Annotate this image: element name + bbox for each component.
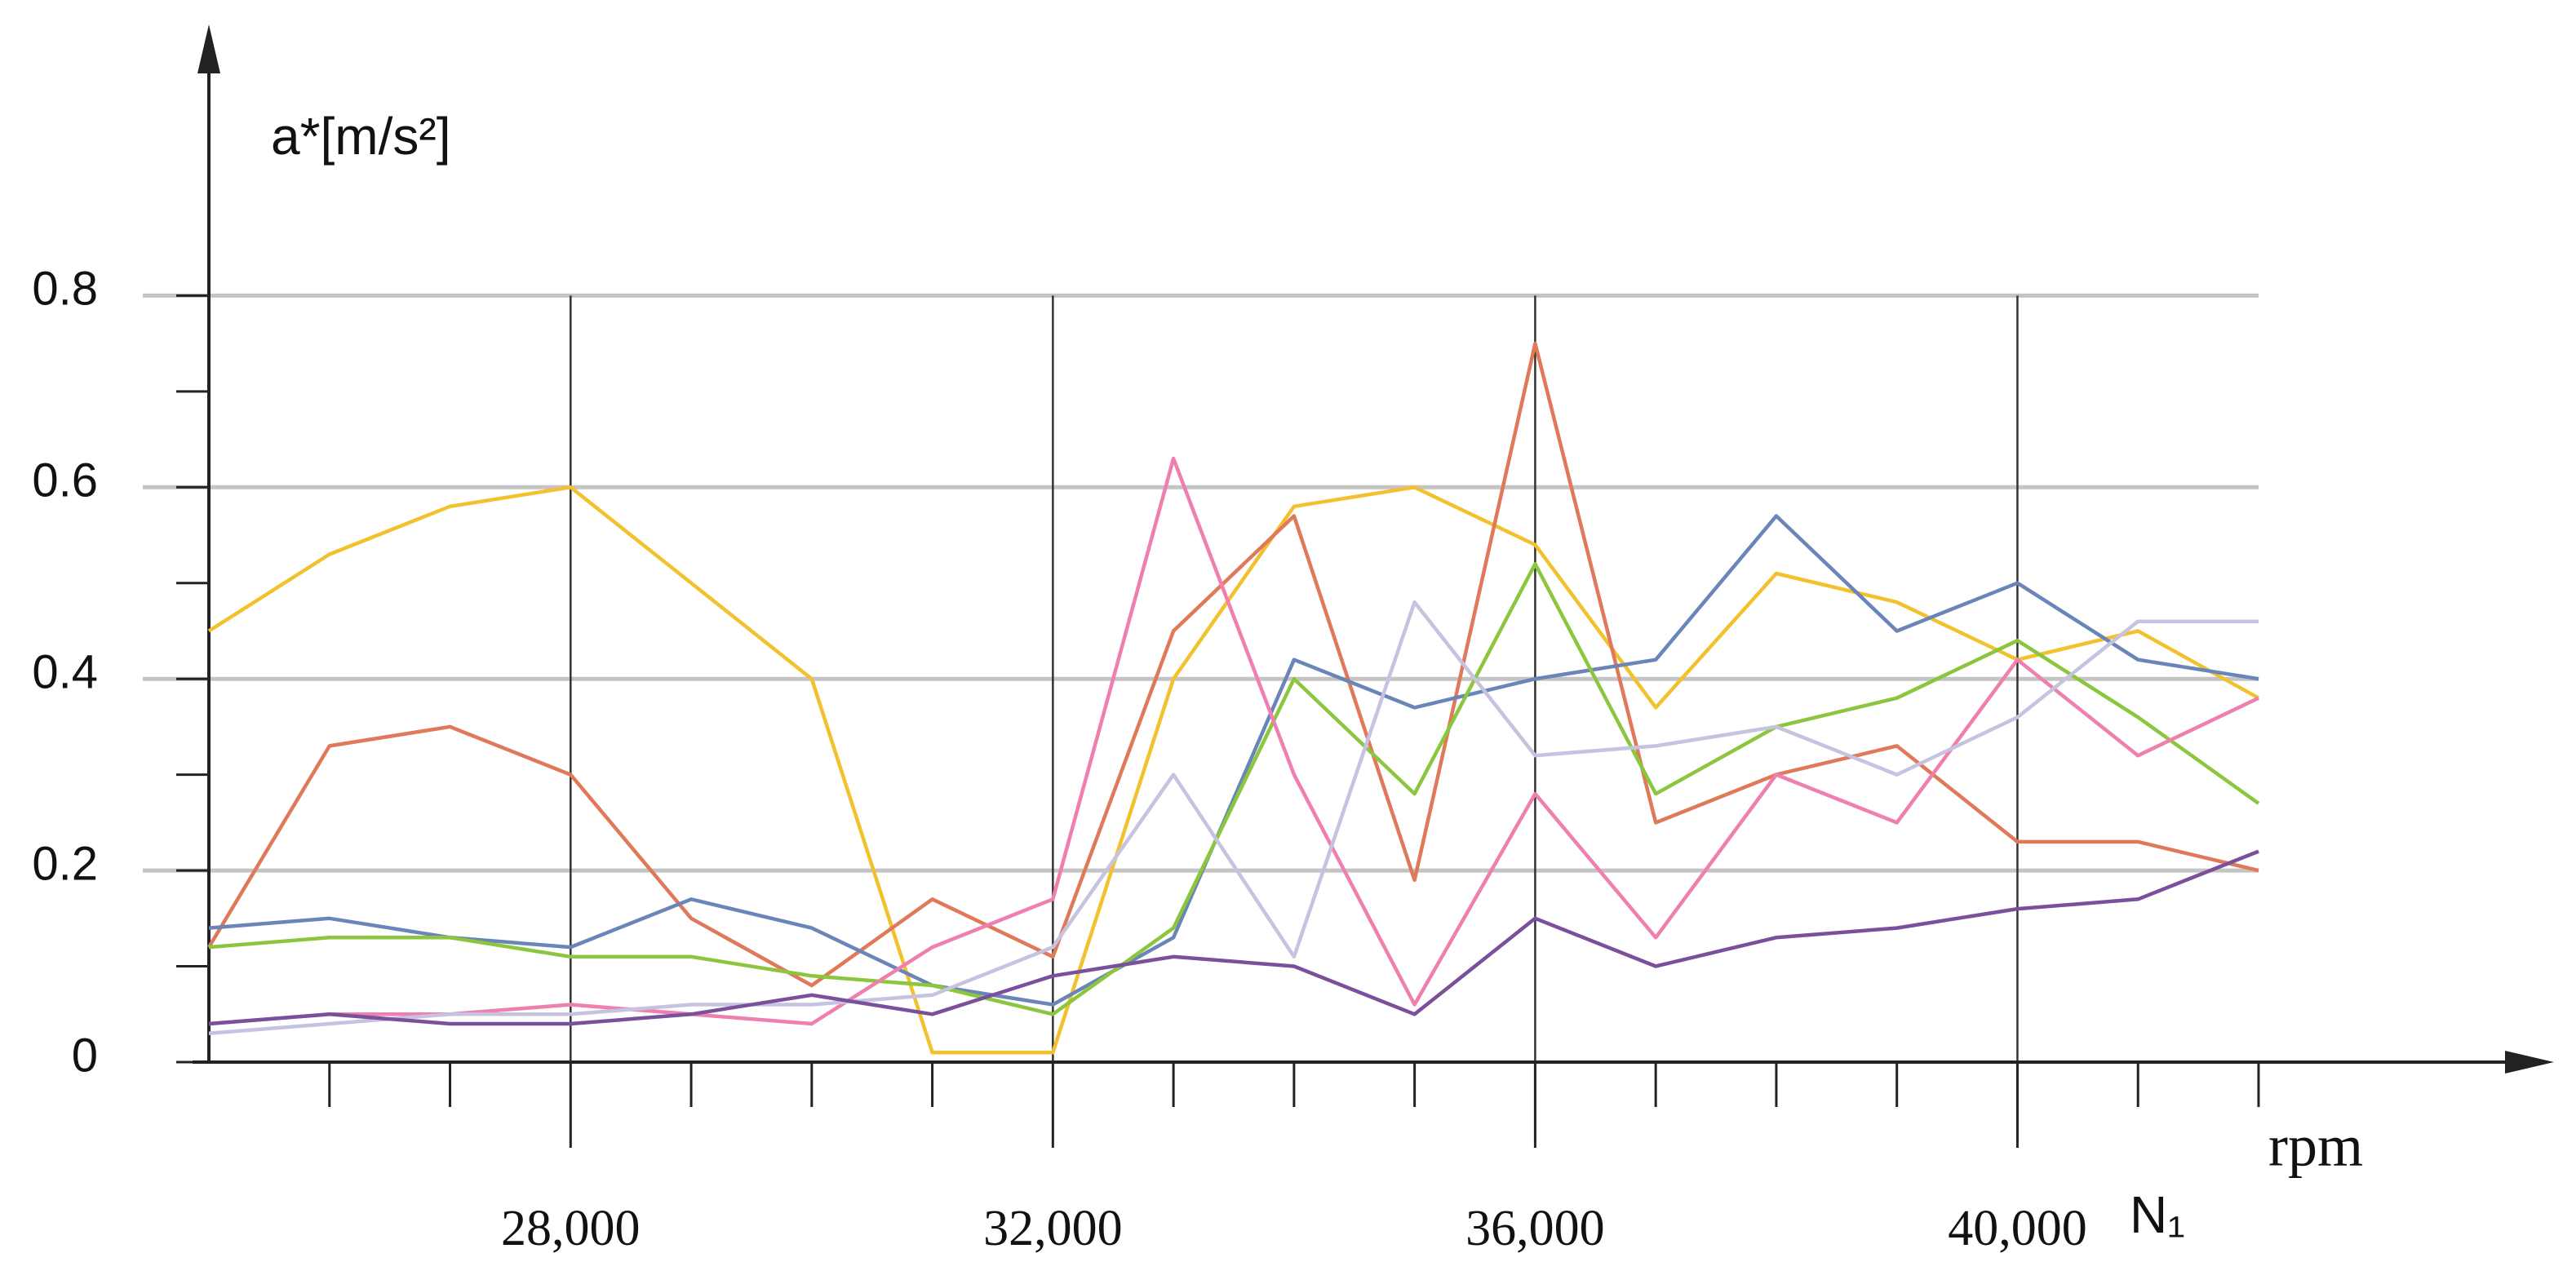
series-line	[208, 514, 2259, 1007]
series-line	[208, 562, 2260, 1016]
x-tick-label: 40,000	[1948, 1201, 2087, 1256]
x-axis-arrow	[2505, 1051, 2554, 1074]
x-tick-label: 32,000	[983, 1201, 1123, 1256]
y-tick-label: 0.2	[32, 837, 98, 890]
y-tick-label: 0.4	[32, 646, 98, 699]
series-line	[208, 849, 2259, 1026]
y-tick-label: 0.8	[32, 263, 98, 316]
series-line	[207, 341, 2259, 988]
series-line	[208, 456, 2259, 1026]
x-axis-symbol: N₁	[2130, 1185, 2185, 1244]
series-line	[208, 600, 2259, 1036]
y-tick-label: 0.6	[32, 454, 98, 507]
y-tick-label: 0	[72, 1029, 98, 1082]
series-line	[207, 485, 2260, 1055]
y-axis-arrow	[197, 24, 220, 73]
y-axis-label: a*[m/s²]	[271, 107, 450, 166]
x-axis-label: rpm	[2268, 1114, 2363, 1179]
x-tick-label: 36,000	[1465, 1201, 1605, 1256]
x-tick-label: 28,000	[501, 1201, 641, 1256]
